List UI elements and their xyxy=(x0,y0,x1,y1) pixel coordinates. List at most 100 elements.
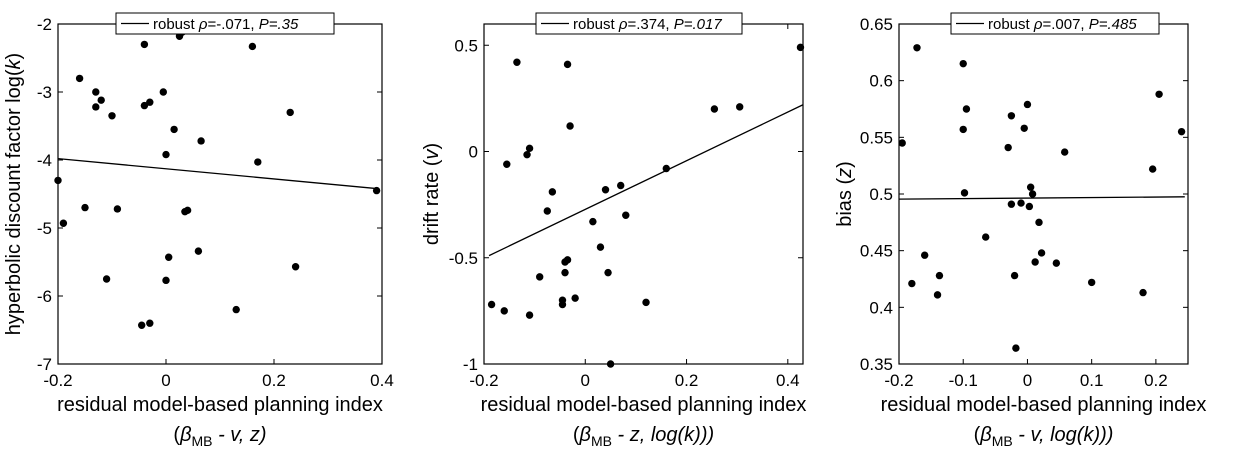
y-tick-label: 0 xyxy=(469,143,478,162)
data-point xyxy=(140,101,149,110)
data-point xyxy=(503,160,511,168)
data-point xyxy=(1087,278,1096,287)
x-tick-label: 0 xyxy=(581,371,590,390)
x-sublabel-beta: β xyxy=(579,424,591,446)
legend-rho: ρ xyxy=(1033,16,1043,33)
y-tick-label: 0.55 xyxy=(860,128,893,147)
data-point xyxy=(959,59,967,68)
y-tick-label: 0.65 xyxy=(860,15,893,34)
x-sublabel-rest: - z, log(k))) xyxy=(612,424,714,446)
data-point xyxy=(1007,112,1016,120)
x-sublabel-subscript: MB xyxy=(192,433,213,449)
y-tick-label: -2 xyxy=(37,15,52,34)
legend-text: robust ρ=-.071, P=.35 xyxy=(153,16,299,33)
data-point xyxy=(92,103,100,111)
robust-fit-line xyxy=(57,157,377,190)
y-label-main: drift rate ( xyxy=(421,159,443,245)
data-point xyxy=(558,296,567,304)
x-sublabel-beta: β xyxy=(979,424,991,446)
data-point xyxy=(1010,271,1019,280)
legend-rho-value: =-.071, xyxy=(207,16,258,33)
data-point xyxy=(589,217,597,226)
data-point xyxy=(162,150,170,159)
data-point xyxy=(183,206,192,215)
data-point xyxy=(1052,259,1061,267)
data-point xyxy=(1025,202,1034,211)
data-point xyxy=(710,105,719,113)
data-point xyxy=(1028,190,1037,198)
data-point xyxy=(113,205,122,213)
data-point xyxy=(81,203,89,212)
y-label-close: ) xyxy=(834,161,856,168)
x-tick-label: 0 xyxy=(1023,371,1032,390)
data-point xyxy=(982,233,990,241)
y-tick-label: -5 xyxy=(37,219,52,238)
y-tick-label: 0.6 xyxy=(869,72,893,91)
legend-rho-value: =.374, xyxy=(627,16,673,33)
data-point xyxy=(604,268,612,277)
data-point xyxy=(500,307,508,315)
x-tick-label: -0.2 xyxy=(43,371,72,390)
y-tick-label: 0.5 xyxy=(869,185,893,204)
x-tick-label: 0 xyxy=(161,371,170,390)
x-tick-label: 0.2 xyxy=(262,371,286,390)
data-point xyxy=(372,186,381,195)
data-point xyxy=(622,211,630,219)
legend-prefix: robust xyxy=(153,16,199,33)
x-sublabel-open: ( xyxy=(573,424,580,446)
legend-rho: ρ xyxy=(198,16,208,33)
data-point xyxy=(1148,165,1157,173)
y-tick-label: -3 xyxy=(37,83,52,102)
data-point xyxy=(1023,100,1032,109)
y-tick-label: -6 xyxy=(37,287,52,306)
data-point xyxy=(523,150,531,159)
legend-text: robust ρ=.374, P=.017 xyxy=(573,16,722,33)
y-label-close: ) xyxy=(421,143,443,150)
legend-prefix: robust xyxy=(573,16,619,33)
legend-box xyxy=(950,12,1160,35)
y-tick-label: 0.4 xyxy=(869,298,893,317)
legend-text: robust ρ=.007, P=.485 xyxy=(988,16,1137,33)
data-point xyxy=(59,219,68,227)
x-tick-label: 0.4 xyxy=(370,371,394,390)
data-point xyxy=(75,74,84,83)
legend-p-value: P=.35 xyxy=(259,16,299,33)
y-tick-label: -7 xyxy=(37,355,52,374)
x-sublabel-subscript: MB xyxy=(992,433,1013,449)
y-label-variable: v xyxy=(421,149,443,160)
data-point xyxy=(92,88,100,96)
data-point xyxy=(1031,258,1039,266)
data-point xyxy=(1060,148,1069,156)
data-point xyxy=(1155,90,1163,98)
y-tick-label: 0.35 xyxy=(860,355,893,374)
data-point xyxy=(563,60,572,69)
data-point xyxy=(1012,344,1020,352)
data-point xyxy=(194,247,203,255)
data-point xyxy=(601,186,610,194)
data-point xyxy=(913,44,921,52)
x-tick-label: 0.2 xyxy=(675,371,699,390)
x-tick-label: 0.1 xyxy=(1080,371,1104,390)
x-tick-label: 0.4 xyxy=(776,371,800,390)
y-label-variable: k xyxy=(3,58,25,69)
x-sublabel-open: ( xyxy=(974,424,981,446)
data-point xyxy=(1004,143,1012,152)
data-point xyxy=(159,88,167,96)
data-point xyxy=(933,291,942,299)
y-tick-label: 0.5 xyxy=(454,36,478,55)
data-point xyxy=(140,40,149,49)
data-point xyxy=(566,122,574,130)
data-point xyxy=(232,305,240,314)
data-point xyxy=(935,271,944,280)
data-point xyxy=(1020,124,1028,132)
scatter-panel-2: -0.2 0 0.2 0.4 -1 -0.5 0 0.5 robust ρ=.374, P=.0… xyxy=(421,12,806,449)
y-label-main: bias ( xyxy=(834,178,856,227)
data-point xyxy=(959,125,967,134)
x-tick-label: -0.1 xyxy=(949,371,978,390)
y-tick-label: -4 xyxy=(37,151,52,170)
legend-rho-value: =.007, xyxy=(1042,16,1088,33)
robust-fit-line xyxy=(898,196,1185,200)
legend-prefix: robust xyxy=(988,16,1034,33)
scatter-panel-3: -0.2 -0.1 0 0.1 0.2 0.35 0.4 0.45 0.5 0.55 0.6 0.65… xyxy=(834,12,1206,449)
